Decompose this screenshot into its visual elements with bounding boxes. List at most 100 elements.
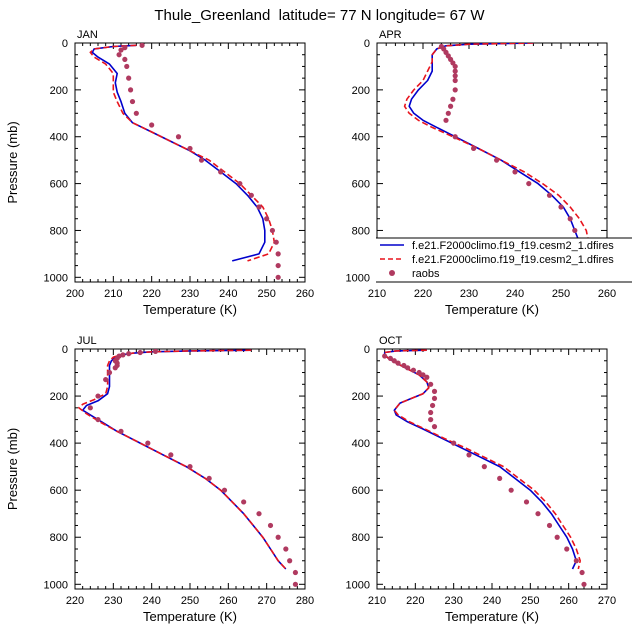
raobs-point bbox=[275, 262, 281, 269]
raobs-point bbox=[95, 416, 101, 423]
raobs-point bbox=[133, 110, 139, 116]
raobs-point bbox=[395, 360, 401, 366]
raobs-point bbox=[287, 558, 293, 564]
x-tick-label: 250 bbox=[181, 595, 199, 607]
raobs-point bbox=[122, 56, 128, 63]
x-tick-label: 210 bbox=[368, 288, 386, 300]
raobs-point bbox=[126, 75, 132, 81]
raobs-point bbox=[452, 77, 458, 84]
raobs-point bbox=[106, 369, 113, 376]
raobs-point bbox=[429, 402, 436, 409]
x-tick-label: 270 bbox=[257, 595, 275, 607]
raobs-point bbox=[546, 192, 553, 198]
raobs-point bbox=[573, 558, 579, 564]
y-tick-label: 800 bbox=[50, 225, 68, 237]
raobs-point bbox=[264, 216, 270, 222]
raobs-point bbox=[103, 376, 109, 383]
raobs-point bbox=[481, 464, 487, 470]
raobs-point bbox=[526, 180, 532, 187]
y-axis-label: Pressure (mb) bbox=[5, 428, 20, 510]
x-tick-label: 200 bbox=[66, 288, 84, 300]
raobs-point bbox=[118, 428, 124, 434]
raobs-point bbox=[420, 372, 426, 378]
raobs-point bbox=[564, 546, 570, 552]
panel-label: JUL bbox=[77, 335, 97, 347]
y-tick-label: 800 bbox=[352, 225, 370, 237]
raobs-point bbox=[122, 45, 128, 51]
raobs-point bbox=[175, 134, 182, 140]
x-tick-label: 220 bbox=[66, 595, 84, 607]
raobs-point bbox=[273, 239, 279, 245]
raobs-point bbox=[221, 487, 228, 493]
y-tick-label: 400 bbox=[50, 132, 68, 144]
y-tick-label: 1000 bbox=[346, 579, 370, 591]
raobs-point bbox=[152, 349, 159, 354]
raobs-point bbox=[452, 63, 458, 70]
raobs-point bbox=[95, 393, 101, 399]
panel-oct: OCT 210 220 230 240 250 260 270 0 200 400 600 800 100… bbox=[346, 335, 617, 624]
panel-jul: JUL 220 230 240 250 260 270 280 0 200 400 600 800 100… bbox=[5, 335, 314, 624]
x-tick-label: 210 bbox=[104, 288, 122, 300]
x-tick-label: 270 bbox=[598, 595, 616, 607]
y-tick-label: 600 bbox=[50, 179, 68, 191]
y-tick-label: 200 bbox=[50, 391, 68, 403]
figure-title: Thule_Greenland latitude= 77 N longitude… bbox=[154, 7, 485, 24]
raobs-point bbox=[87, 405, 93, 411]
raobs-point bbox=[127, 87, 134, 93]
y-tick-label: 0 bbox=[62, 344, 68, 356]
y-tick-label: 400 bbox=[352, 438, 370, 450]
raobs-point bbox=[431, 388, 438, 394]
raobs-point bbox=[497, 475, 503, 482]
raobs-point bbox=[554, 534, 560, 540]
raobs-point bbox=[581, 581, 587, 587]
y-tick-label: 0 bbox=[364, 344, 370, 356]
y-tick-label: 0 bbox=[62, 38, 68, 50]
raobs-point bbox=[567, 216, 573, 222]
raobs-point bbox=[428, 381, 434, 387]
raobs-point bbox=[118, 47, 124, 53]
raobs-point bbox=[292, 569, 299, 576]
raobs-point bbox=[535, 511, 541, 517]
legend-label-solid: f.e21.F2000climo.f19_f19.cesm2_1.dfires bbox=[412, 240, 614, 252]
x-tick-label: 230 bbox=[444, 595, 462, 607]
y-tick-label: 200 bbox=[352, 391, 370, 403]
x-tick-label: 250 bbox=[552, 288, 570, 300]
panel-label: OCT bbox=[379, 335, 403, 347]
y-tick-label: 0 bbox=[364, 38, 370, 50]
raobs-point bbox=[523, 499, 530, 505]
x-tick-label: 250 bbox=[257, 288, 275, 300]
model-dashed-line bbox=[403, 43, 590, 266]
raobs-point bbox=[275, 274, 281, 280]
raobs-point bbox=[428, 409, 434, 416]
x-tick-label: 260 bbox=[559, 595, 577, 607]
panel-label: JAN bbox=[77, 29, 98, 41]
raobs-point bbox=[198, 157, 205, 163]
raobs-point bbox=[451, 440, 457, 446]
y-tick-label: 600 bbox=[352, 485, 370, 497]
raobs-point bbox=[466, 452, 472, 458]
x-tick-label: 260 bbox=[219, 595, 237, 607]
raobs-point bbox=[445, 110, 451, 116]
raobs-point bbox=[275, 534, 281, 540]
x-tick-label: 220 bbox=[406, 595, 424, 607]
y-tick-label: 1000 bbox=[44, 272, 68, 284]
x-tick-label: 250 bbox=[521, 595, 539, 607]
y-tick-label: 800 bbox=[50, 532, 68, 544]
raobs-point bbox=[558, 204, 564, 210]
raobs-point bbox=[546, 522, 553, 529]
raobs-point bbox=[139, 43, 145, 48]
y-tick-label: 600 bbox=[352, 179, 370, 191]
panel-apr: APR 210 220 230 240 250 260 0 200 400 600 800 1000 Te… bbox=[346, 29, 617, 317]
model-dashed-line bbox=[78, 349, 287, 570]
x-tick-label: 240 bbox=[142, 595, 160, 607]
raobs-point bbox=[137, 349, 143, 356]
raobs-point bbox=[431, 395, 438, 402]
raobs-point bbox=[428, 416, 434, 423]
x-axis-label: Temperature (K) bbox=[143, 609, 237, 624]
y-tick-label: 1000 bbox=[346, 272, 370, 284]
legend: f.e21.F2000climo.f19_f19.cesm2_1.dfires … bbox=[376, 237, 632, 283]
raobs-point bbox=[283, 546, 289, 552]
raobs-point bbox=[112, 365, 118, 371]
y-tick-label: 400 bbox=[352, 132, 370, 144]
